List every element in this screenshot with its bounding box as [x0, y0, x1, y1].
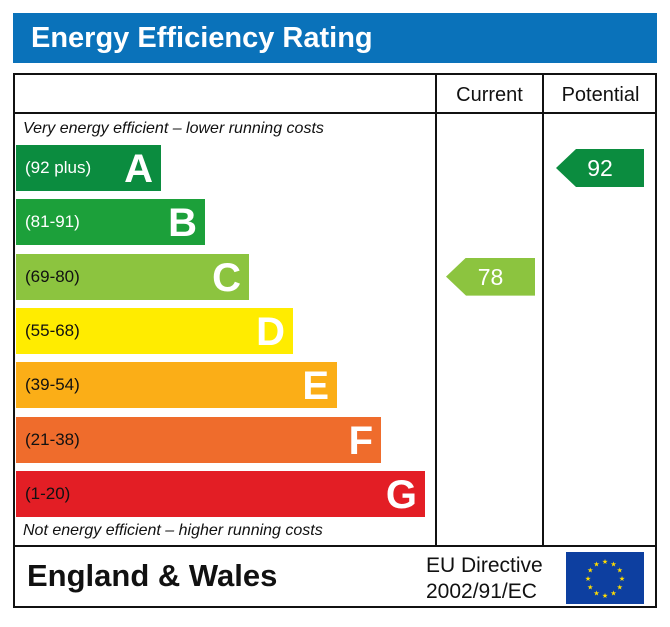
star-icon: ★	[617, 567, 623, 575]
band-letter: D	[256, 309, 285, 354]
band-letter: B	[168, 201, 197, 246]
region-label: England & Wales	[27, 558, 278, 593]
band-G: (1-20) G	[16, 470, 425, 517]
top-note: Very energy efficient – lower running co…	[23, 120, 324, 137]
band-letter: G	[385, 472, 417, 517]
star-icon: ★	[587, 584, 593, 592]
current-rating-arrow: 78	[446, 257, 535, 296]
star-icon: ★	[610, 560, 616, 568]
band-range: (81-91)	[25, 212, 80, 232]
rating-table	[13, 73, 657, 608]
band-range: (21-38)	[25, 429, 80, 449]
divider	[542, 73, 544, 546]
star-icon: ★	[602, 592, 608, 600]
band-F: (21-38) F	[16, 416, 381, 463]
band-range: (69-80)	[25, 266, 80, 286]
band-E: (39-54) E	[16, 362, 337, 409]
band-A: (92 plus) A	[16, 145, 161, 191]
star-icon: ★	[602, 558, 608, 566]
band-range: (92 plus)	[25, 158, 92, 177]
star-icon: ★	[610, 590, 616, 598]
star-icon: ★	[619, 575, 625, 583]
star-icon: ★	[617, 584, 623, 592]
band-letter: C	[212, 255, 241, 300]
directive-line1: EU Directive	[426, 554, 543, 577]
band-D: (55-68) D	[16, 307, 293, 354]
divider	[435, 73, 437, 546]
band-letter: E	[302, 364, 329, 409]
potential-header: Potential	[561, 84, 640, 106]
star-icon: ★	[585, 575, 591, 583]
band-C: (69-80) C	[16, 253, 249, 300]
star-icon: ★	[593, 560, 599, 568]
band-range: (1-20)	[25, 483, 71, 503]
chart-title: Energy Efficiency Rating	[13, 13, 657, 63]
divider	[13, 112, 657, 114]
band-range: (39-54)	[25, 375, 80, 395]
potential-rating-arrow: 92	[556, 149, 644, 187]
divider	[13, 545, 657, 547]
band-letter: F	[348, 418, 373, 463]
current-header: Current	[456, 84, 523, 106]
band-letter: A	[124, 147, 153, 191]
star-icon: ★	[593, 590, 599, 598]
band-range: (55-68)	[25, 320, 80, 340]
star-icon: ★	[587, 567, 593, 575]
bottom-note: Not energy efficient – higher running co…	[23, 522, 323, 539]
band-B: (81-91) B	[16, 199, 205, 246]
directive-line2: 2002/91/EC	[426, 580, 537, 603]
eu-flag-icon: ★ ★★★★★★★★★★★	[566, 552, 644, 604]
